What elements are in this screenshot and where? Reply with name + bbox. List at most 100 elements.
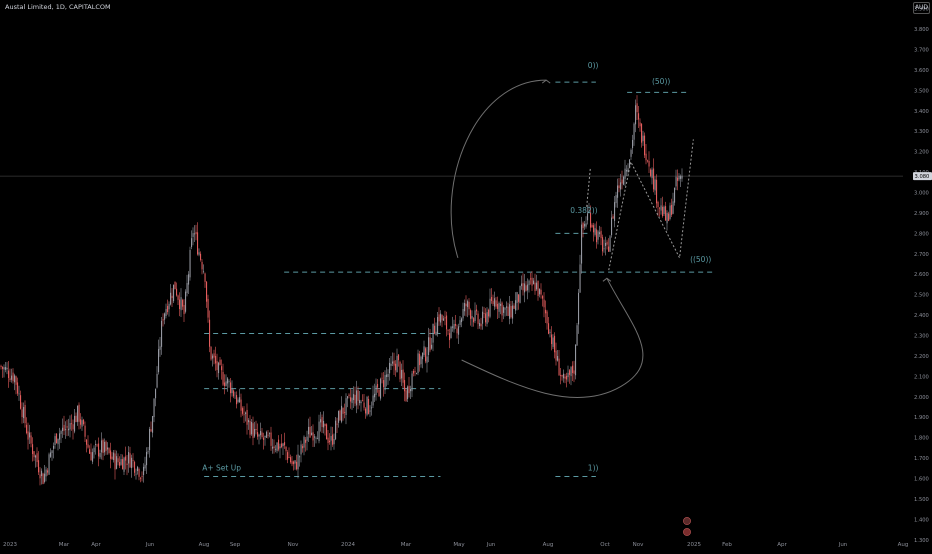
candle-body xyxy=(654,179,656,191)
candle-body xyxy=(60,430,62,434)
candle-body xyxy=(453,324,455,330)
candle-body xyxy=(474,310,476,322)
candle-body xyxy=(482,311,484,324)
candle-body xyxy=(530,278,532,280)
candle-body xyxy=(192,233,194,237)
candle-body xyxy=(219,359,221,365)
candle-body xyxy=(51,450,53,454)
candles xyxy=(0,95,683,486)
candle-body xyxy=(153,398,155,418)
candle-body xyxy=(644,135,646,156)
candle-body xyxy=(74,415,76,432)
candle-body xyxy=(2,366,4,369)
candle-body xyxy=(455,323,457,326)
candle-body xyxy=(285,446,287,452)
candle-body xyxy=(80,419,82,425)
candle-body xyxy=(662,206,664,217)
candle-body xyxy=(243,414,245,416)
candle-body xyxy=(81,420,83,427)
candle-body xyxy=(501,302,503,316)
candle-body xyxy=(605,242,607,246)
projection-path[interactable] xyxy=(608,139,694,271)
candle-body xyxy=(365,408,367,414)
candle-body xyxy=(0,365,2,368)
candle-body xyxy=(656,179,658,204)
dividend-marker-icon[interactable] xyxy=(683,528,691,536)
candle-body xyxy=(428,337,430,355)
candle-body xyxy=(54,436,56,446)
candle-body xyxy=(456,328,458,334)
candle-body xyxy=(210,346,212,360)
candle-body xyxy=(63,424,65,431)
candle-body xyxy=(272,446,274,449)
candle-body xyxy=(224,382,226,387)
candle-body xyxy=(119,462,121,466)
time-axis[interactable]: 2023 Mar Apr Jun Aug Sep Nov 2024 Mar May Jun Aug Oc… xyxy=(3,542,908,548)
candle-body xyxy=(372,395,374,406)
candle-body xyxy=(59,433,61,440)
candle-body xyxy=(33,451,35,458)
candle-body xyxy=(600,230,602,239)
candle-body xyxy=(141,476,143,477)
price-axis[interactable]: 3.900 3.800 3.700 3.600 3.500 3.400 3.300 3.200… xyxy=(903,0,932,550)
candle-body xyxy=(425,348,427,362)
candle-body xyxy=(245,412,247,414)
candle-body xyxy=(156,373,158,388)
candle-body xyxy=(584,223,586,227)
candle-body xyxy=(195,231,197,235)
candle-body xyxy=(464,303,466,312)
candle-body xyxy=(680,176,682,179)
candle-body xyxy=(470,310,472,319)
candle-body xyxy=(65,429,67,431)
candle-body xyxy=(255,428,257,431)
time-tick-label: Jun xyxy=(486,542,496,548)
earnings-marker-icon[interactable] xyxy=(683,517,691,525)
candle-body xyxy=(384,375,386,391)
candle-body xyxy=(21,409,23,418)
candle-body xyxy=(113,452,115,461)
candle-body xyxy=(216,361,218,371)
candle-body xyxy=(513,305,515,309)
candle-body xyxy=(407,386,409,399)
candle-body xyxy=(114,453,116,470)
candle-body xyxy=(681,175,683,179)
wave-label: (50)) xyxy=(652,77,670,86)
time-tick-label: Mar xyxy=(401,542,412,548)
candle-body xyxy=(603,248,605,250)
candle-body xyxy=(626,170,628,172)
candle-body xyxy=(279,446,281,449)
currency-button[interactable]: AUD xyxy=(913,2,930,14)
time-tick-label: 2023 xyxy=(3,542,17,548)
candle-body xyxy=(614,202,616,221)
candle-body xyxy=(140,477,142,479)
candle-body xyxy=(146,451,148,466)
candle-body xyxy=(593,225,595,233)
candle-body xyxy=(392,361,394,364)
projection-stub xyxy=(586,167,591,207)
candle-body xyxy=(383,380,385,388)
candle-body xyxy=(447,330,449,332)
price-tick-label: 3.400 xyxy=(914,109,929,115)
candle-body xyxy=(128,452,130,464)
candle-body xyxy=(602,237,604,252)
candle-body xyxy=(83,419,85,425)
candle-body xyxy=(354,394,356,404)
price-tick-label: 1.500 xyxy=(914,497,929,503)
candle-body xyxy=(635,105,637,125)
candle-body xyxy=(534,282,536,292)
candle-body xyxy=(497,303,499,309)
arc-curve[interactable] xyxy=(450,79,547,259)
candle-body xyxy=(623,176,625,185)
candle-body xyxy=(330,435,332,441)
candle-body xyxy=(405,390,407,401)
candle-body xyxy=(408,385,410,394)
candle-body xyxy=(582,222,584,229)
candle-body xyxy=(297,454,299,470)
candle-body xyxy=(336,423,338,425)
arc-curve[interactable] xyxy=(461,278,644,399)
price-tick-label: 3.200 xyxy=(914,150,929,156)
event-markers[interactable] xyxy=(683,517,691,536)
candle-body xyxy=(624,168,626,179)
